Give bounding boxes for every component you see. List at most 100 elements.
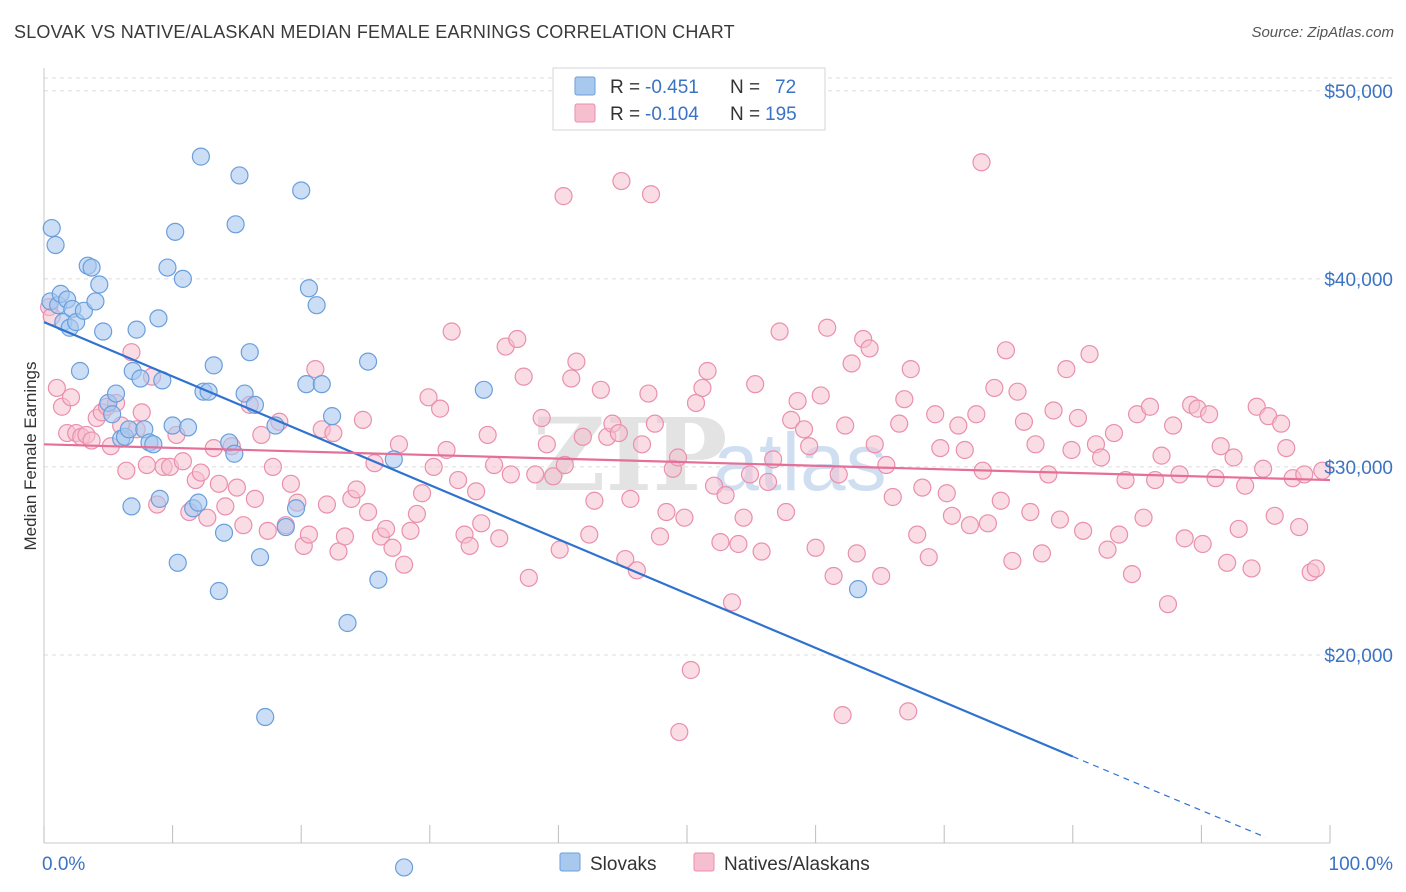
native-point — [501, 465, 520, 484]
native-point — [1200, 405, 1219, 424]
native-point — [1242, 559, 1261, 578]
slovak-point — [204, 356, 223, 375]
native-point — [811, 386, 830, 405]
grid-lines — [44, 77, 1393, 656]
native-point — [544, 467, 563, 486]
native-point — [681, 660, 700, 680]
natives-trend-line — [43, 443, 1331, 482]
native-point — [872, 566, 891, 586]
native-point — [1032, 544, 1052, 563]
native-point — [978, 514, 998, 533]
native-point — [353, 410, 373, 429]
native-point — [567, 352, 586, 371]
native-point — [317, 495, 337, 514]
native-point — [991, 491, 1010, 510]
native-point — [216, 497, 235, 516]
native-point — [972, 153, 991, 172]
native-point — [675, 508, 694, 527]
native-point — [758, 472, 778, 492]
native-point — [281, 474, 301, 493]
x-tick-label-min: 0.0% — [42, 854, 85, 875]
native-point — [1134, 508, 1153, 527]
native-point — [639, 384, 658, 403]
native-point — [919, 548, 938, 567]
native-point — [806, 538, 825, 557]
native-point — [407, 504, 427, 524]
native-point — [711, 533, 730, 552]
series-legend: Slovaks Natives/Alaskans — [559, 852, 870, 875]
slovak-point — [191, 147, 210, 166]
native-point — [693, 378, 712, 398]
slovak-point — [82, 258, 101, 277]
native-point — [580, 525, 599, 544]
native-point — [460, 536, 479, 555]
native-point — [383, 538, 402, 557]
native-point — [198, 508, 217, 527]
native-point — [890, 414, 909, 433]
native-point — [824, 566, 843, 586]
native-point — [722, 593, 742, 612]
native-point — [394, 555, 414, 574]
native-point — [949, 416, 968, 435]
y-tick-label: $40,000 — [1324, 270, 1393, 291]
native-point — [960, 516, 980, 535]
native-point — [926, 405, 945, 424]
native-point — [424, 457, 443, 477]
slovak-point — [240, 343, 259, 362]
native-point — [908, 525, 927, 544]
native-point — [1175, 529, 1194, 548]
native-point — [508, 329, 527, 349]
native-point — [1290, 517, 1309, 537]
y-tick-label: $30,000 — [1324, 458, 1393, 479]
native-point — [389, 435, 409, 454]
native-point — [621, 489, 640, 508]
native-point — [657, 502, 676, 522]
native-point — [173, 452, 192, 471]
native-point — [782, 410, 801, 429]
native-point — [61, 388, 81, 407]
native-point — [788, 391, 807, 411]
native-point — [1044, 401, 1063, 420]
native-point — [1164, 416, 1183, 435]
slovaks-points — [41, 147, 868, 877]
y-tick-label: $50,000 — [1324, 82, 1393, 103]
native-point — [526, 465, 545, 484]
native-point — [412, 484, 432, 503]
slovak-point — [474, 380, 493, 399]
native-point — [1003, 551, 1022, 571]
native-point — [1008, 382, 1027, 401]
slovak-point — [226, 215, 245, 234]
native-point — [1098, 540, 1117, 559]
slovak-point — [394, 858, 414, 877]
native-point — [245, 489, 265, 508]
native-point — [519, 568, 538, 587]
native-point — [554, 187, 573, 206]
slovaks-trend-line — [43, 321, 1074, 758]
native-point — [931, 438, 950, 458]
slovak-point — [103, 405, 122, 424]
native-point — [358, 502, 378, 522]
native-point — [818, 318, 837, 337]
y-tick-label: $20,000 — [1324, 646, 1393, 667]
chart-title: SLOVAK VS NATIVE/ALASKAN MEDIAN FEMALE E… — [14, 22, 735, 42]
native-point — [800, 437, 819, 456]
legend-r-label: R = — [610, 104, 640, 125]
legend-swatch-slovaks — [559, 852, 581, 872]
native-point — [901, 360, 920, 379]
x-axis — [43, 68, 1331, 844]
legend-swatch-natives — [574, 103, 596, 123]
x-tick-label-max: 100.0% — [1329, 854, 1394, 875]
native-point — [1014, 412, 1034, 431]
native-point — [132, 403, 151, 422]
slovak-point — [144, 435, 163, 454]
native-point — [562, 369, 581, 388]
native-point — [532, 408, 551, 428]
native-point — [899, 702, 918, 721]
native-point — [442, 322, 461, 341]
native-point — [401, 521, 420, 540]
native-point — [1140, 397, 1160, 416]
legend-n-value: 72 — [775, 77, 796, 98]
native-point — [209, 474, 228, 493]
legend-swatch-natives — [693, 852, 715, 872]
slovak-point — [297, 375, 316, 394]
